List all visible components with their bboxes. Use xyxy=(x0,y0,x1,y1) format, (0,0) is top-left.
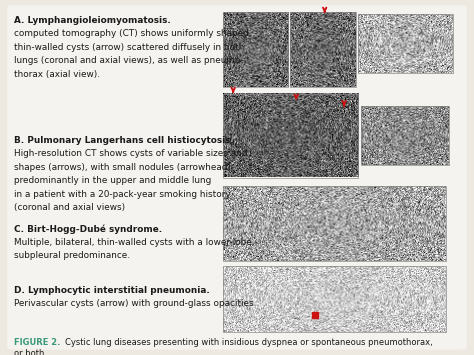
Text: lungs (coronal and axial views), as well as pneumo-: lungs (coronal and axial views), as well… xyxy=(14,56,244,65)
Text: High-resolution CT shows cysts of variable sizes and: High-resolution CT shows cysts of variab… xyxy=(14,149,247,158)
Bar xyxy=(361,106,449,165)
Text: computed tomography (CT) shows uniformly shaped,: computed tomography (CT) shows uniformly… xyxy=(14,29,252,38)
Text: thorax (axial view).: thorax (axial view). xyxy=(14,70,100,79)
Bar xyxy=(290,12,356,87)
Text: shapes (arrows), with small nodules (arrowhead): shapes (arrows), with small nodules (arr… xyxy=(14,163,231,171)
Text: in a patient with a 20-pack-year smoking history: in a patient with a 20-pack-year smoking… xyxy=(14,190,231,198)
Bar xyxy=(223,186,446,261)
Bar xyxy=(223,12,288,87)
Text: thin-walled cysts (arrow) scattered diffusely in both: thin-walled cysts (arrow) scattered diff… xyxy=(14,43,245,52)
Text: A. Lymphangioleiomyomatosis.: A. Lymphangioleiomyomatosis. xyxy=(14,16,171,25)
Text: (coronal and axial views): (coronal and axial views) xyxy=(14,203,125,212)
Text: FIGURE 2.: FIGURE 2. xyxy=(14,338,61,347)
FancyBboxPatch shape xyxy=(7,5,467,350)
Bar xyxy=(223,94,358,178)
Bar xyxy=(358,14,453,73)
Text: Perivascular cysts (arrow) with ground-glass opacities.: Perivascular cysts (arrow) with ground-g… xyxy=(14,299,256,308)
Text: predominantly in the upper and middle lung: predominantly in the upper and middle lu… xyxy=(14,176,211,185)
Text: or both.: or both. xyxy=(14,349,47,355)
Text: D. Lymphocytic interstitial pneumonia.: D. Lymphocytic interstitial pneumonia. xyxy=(14,286,210,295)
Text: subpleural predominance.: subpleural predominance. xyxy=(14,251,130,260)
Text: C. Birt-Hogg-Dubé syndrome.: C. Birt-Hogg-Dubé syndrome. xyxy=(14,224,162,234)
Text: Multiple, bilateral, thin-walled cysts with a lower-lobe,: Multiple, bilateral, thin-walled cysts w… xyxy=(14,238,255,247)
Text: Cystic lung diseases presenting with insidious dyspnea or spontaneous pneumothor: Cystic lung diseases presenting with ins… xyxy=(65,338,433,347)
Bar xyxy=(223,266,446,332)
Text: B. Pulmonary Langerhans cell histiocytosis.: B. Pulmonary Langerhans cell histiocytos… xyxy=(14,136,234,144)
